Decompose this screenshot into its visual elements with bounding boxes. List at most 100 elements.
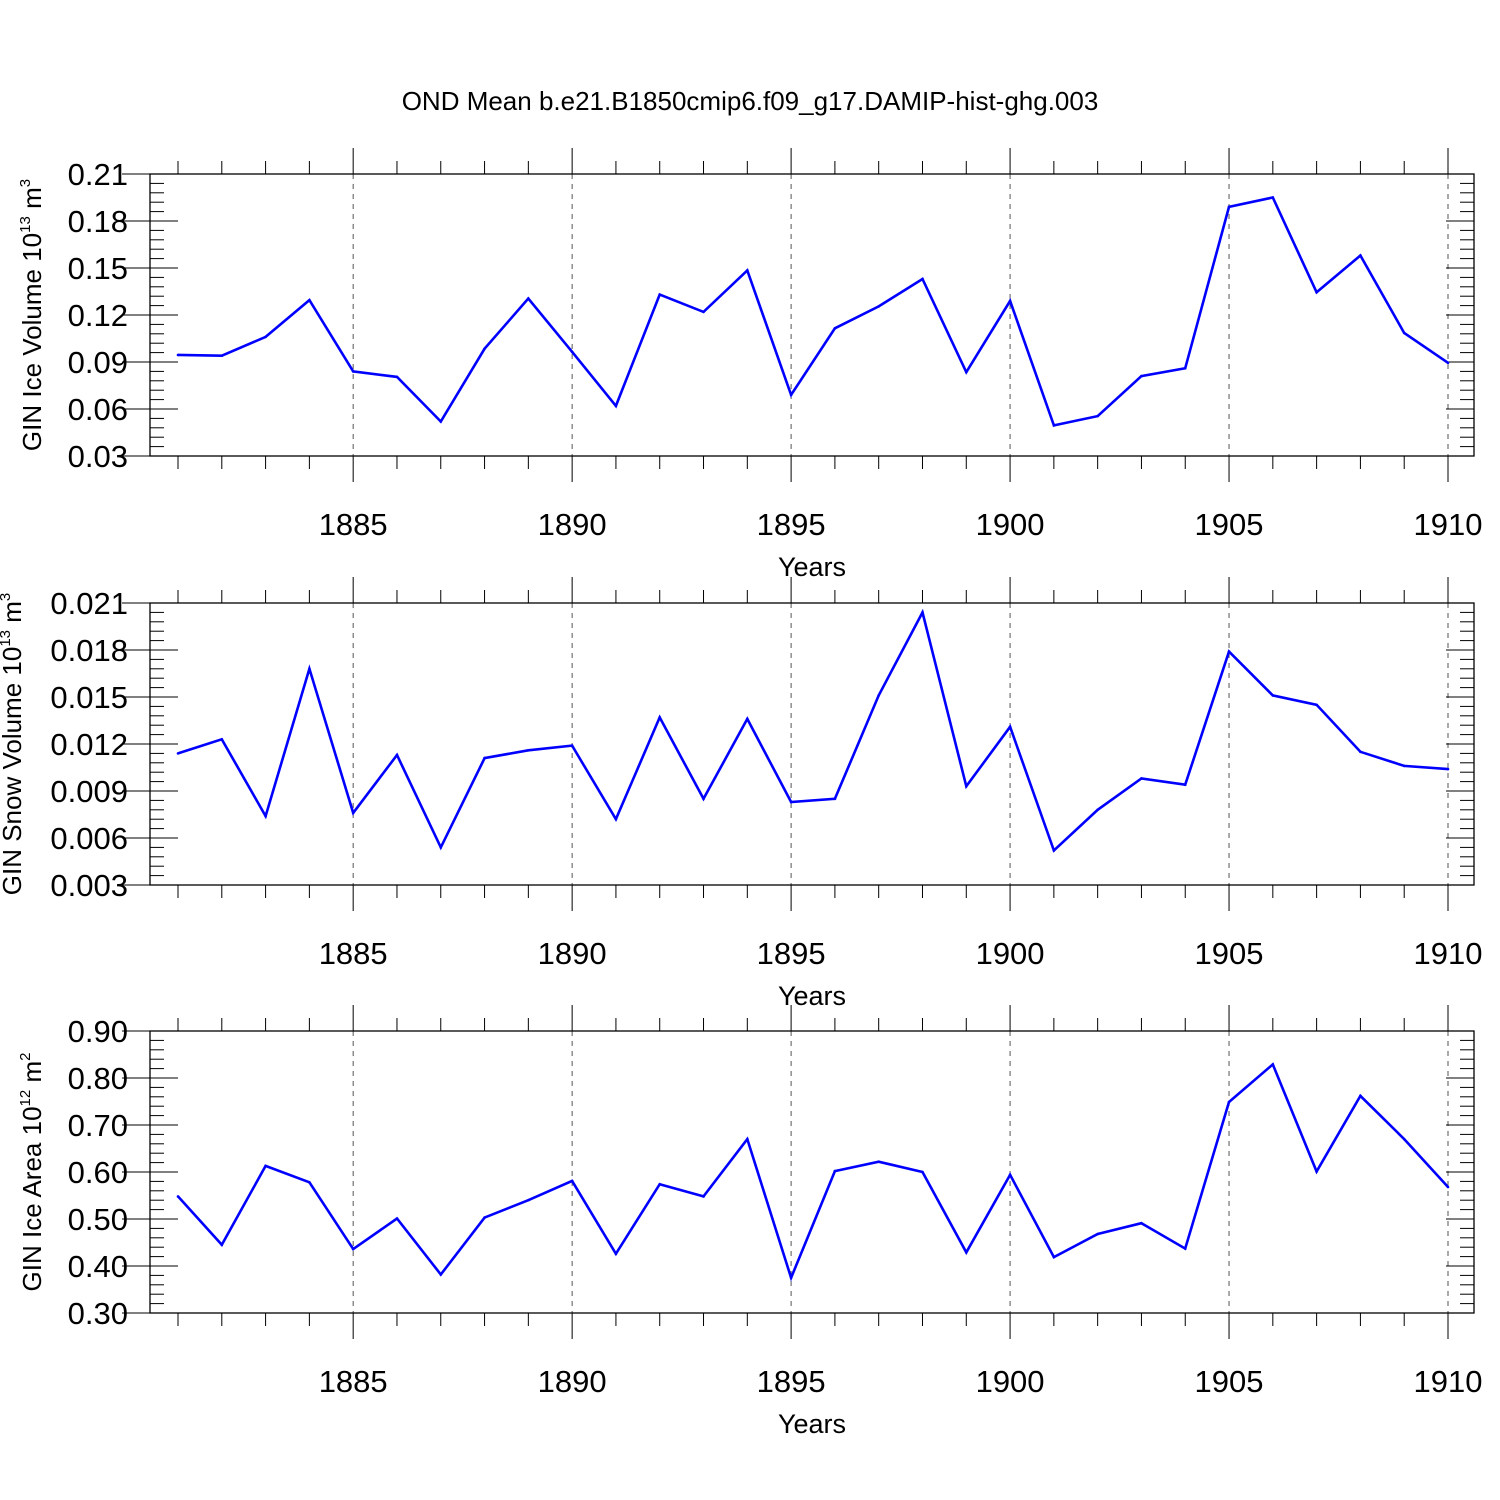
y-tick-label: 0.70	[68, 1108, 128, 1143]
data-point	[1008, 1173, 1012, 1177]
plot-frame	[149, 602, 1475, 886]
data-point	[658, 1182, 662, 1186]
series-line	[177, 1062, 1449, 1282]
x-tick-label: 1895	[757, 507, 826, 542]
data-point	[1402, 764, 1406, 768]
data-point	[746, 1137, 749, 1141]
data-point	[702, 310, 705, 314]
data-point	[483, 1216, 486, 1219]
y-tick-label: 0.90	[68, 1014, 128, 1049]
panel-1: 0.03 0.06 0.09 0.12 0.15 0.18 0.21 1885 1890 1895…	[17, 148, 1482, 582]
y-tick-label: 0.009	[50, 774, 128, 809]
data-point	[395, 753, 399, 757]
y-tick-label: 0.018	[50, 633, 128, 668]
series-line	[177, 608, 1449, 853]
x-tick-label: 1885	[319, 507, 388, 542]
data-point	[702, 1195, 705, 1198]
data-point	[483, 756, 486, 760]
x-tick-label: 1890	[538, 1364, 607, 1399]
data-point	[308, 1181, 311, 1184]
data-point	[921, 611, 924, 614]
y-axis-label: GIN Ice Volume 1013 m3	[17, 179, 47, 451]
data-point	[1183, 366, 1187, 370]
series-line	[177, 196, 1449, 427]
data-point	[1096, 1232, 1099, 1236]
x-tick-label: 1890	[538, 507, 607, 542]
data-point	[395, 1217, 399, 1220]
data-point	[1140, 374, 1143, 378]
data-point	[1183, 1247, 1187, 1250]
y-tick-label: 0.60	[68, 1155, 128, 1190]
data-point	[1359, 1094, 1362, 1098]
data-point	[1446, 767, 1450, 771]
panel-2: 0.003 0.006 0.009 0.012 0.015 0.018 0.021 1885 1…	[0, 577, 1482, 1011]
data-point	[1446, 361, 1450, 365]
panel-3: 0.30 0.40 0.50 0.60 0.70 0.80 0.90 1885 1890 1895…	[17, 1005, 1482, 1439]
data-point	[570, 350, 574, 354]
data-point	[1402, 1137, 1406, 1141]
data-point	[1008, 299, 1012, 303]
data-point	[1227, 205, 1231, 209]
data-point	[220, 354, 224, 358]
y-tick-label: 0.80	[68, 1061, 128, 1096]
y-tick-label: 0.015	[50, 680, 128, 715]
x-tick-label: 1905	[1195, 936, 1264, 971]
data-point	[964, 785, 968, 788]
y-tick-label: 0.18	[68, 204, 128, 239]
data-point	[614, 817, 618, 821]
data-point	[527, 1198, 530, 1202]
data-point	[833, 797, 837, 801]
data-point	[395, 375, 399, 379]
x-tick-label: 1905	[1195, 1364, 1264, 1399]
data-point	[1315, 703, 1318, 707]
x-tick-label: 1910	[1414, 936, 1483, 971]
data-point	[614, 404, 618, 408]
data-point	[1402, 331, 1406, 335]
x-axis-label: Years	[778, 552, 846, 582]
data-point	[1183, 783, 1187, 787]
data-point	[658, 293, 662, 296]
x-tick-label: 1900	[976, 1364, 1045, 1399]
x-tick-label: 1895	[757, 1364, 826, 1399]
y-tick-label: 0.40	[68, 1249, 128, 1284]
data-point	[746, 269, 749, 272]
data-point	[1359, 750, 1362, 754]
y-axis-label: GIN Snow Volume 1013 m3	[0, 593, 27, 896]
data-point	[1315, 1170, 1318, 1173]
data-point	[789, 800, 793, 804]
data-point	[746, 717, 749, 721]
data-point	[351, 1247, 355, 1251]
data-point	[176, 752, 180, 755]
data-point	[789, 1276, 793, 1280]
x-tick-label: 1910	[1414, 507, 1483, 542]
x-tick-label: 1900	[976, 936, 1045, 971]
data-point	[308, 298, 311, 302]
plot-frame	[149, 173, 1475, 457]
y-tick-label: 0.15	[68, 251, 128, 286]
x-tick-label: 1885	[319, 1364, 388, 1399]
y-tick-label: 0.012	[50, 727, 128, 762]
y-tick-label: 0.30	[68, 1296, 128, 1331]
data-point	[264, 1164, 267, 1168]
data-point	[570, 744, 574, 747]
x-tick-label: 1900	[976, 507, 1045, 542]
data-point	[1096, 808, 1099, 812]
y-tick-label: 0.03	[68, 439, 128, 474]
data-point	[702, 797, 705, 801]
data-point	[439, 846, 443, 849]
data-point	[1052, 1255, 1056, 1259]
data-point	[877, 305, 880, 308]
x-axis-label: Years	[778, 981, 846, 1011]
data-point	[1096, 414, 1099, 418]
y-tick-label: 0.003	[50, 868, 128, 903]
data-point	[351, 811, 355, 815]
x-tick-label: 1905	[1195, 507, 1264, 542]
data-point	[964, 1251, 968, 1254]
y-axis-label: GIN Ice Area 1012 m2	[17, 1053, 47, 1292]
y-tick-label: 0.50	[68, 1202, 128, 1237]
data-point	[833, 327, 837, 330]
data-point	[308, 667, 311, 671]
x-tick-label: 1895	[757, 936, 826, 971]
data-point	[877, 694, 880, 697]
